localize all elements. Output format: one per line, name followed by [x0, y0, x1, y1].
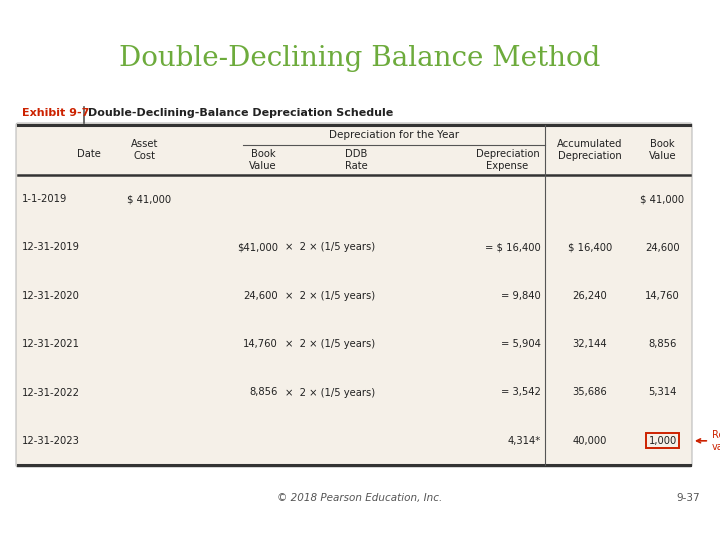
Text: DDB
Rate: DDB Rate	[345, 149, 368, 171]
Text: 1-1-2019: 1-1-2019	[22, 194, 68, 204]
Text: 4,314*: 4,314*	[508, 436, 541, 446]
Text: ×  2 × (1/5 years): × 2 × (1/5 years)	[285, 291, 375, 301]
Text: 9-37: 9-37	[676, 493, 700, 503]
Text: 26,240: 26,240	[572, 291, 608, 301]
Text: 14,760: 14,760	[243, 339, 278, 349]
Text: Double-Declining-Balance Depreciation Schedule: Double-Declining-Balance Depreciation Sc…	[88, 108, 393, 118]
Text: 35,686: 35,686	[572, 388, 608, 397]
Text: Accumulated
Depreciation: Accumulated Depreciation	[557, 139, 623, 161]
Text: © 2018 Pearson Education, Inc.: © 2018 Pearson Education, Inc.	[277, 493, 443, 503]
Text: Asset
Cost: Asset Cost	[131, 139, 158, 161]
Text: = 3,542: = 3,542	[501, 388, 541, 397]
Text: Depreciation for the Year: Depreciation for the Year	[329, 130, 459, 140]
Text: 40,000: 40,000	[573, 436, 607, 446]
FancyBboxPatch shape	[16, 123, 692, 467]
Text: 5,314: 5,314	[648, 388, 677, 397]
Text: 1,000: 1,000	[649, 436, 677, 446]
Text: ×  2 × (1/5 years): × 2 × (1/5 years)	[285, 242, 375, 253]
Text: 8,856: 8,856	[648, 339, 677, 349]
Text: 8,856: 8,856	[250, 388, 278, 397]
Text: $41,000: $41,000	[237, 242, 278, 253]
Text: Date: Date	[76, 149, 100, 159]
Text: 24,600: 24,600	[243, 291, 278, 301]
Text: 32,144: 32,144	[572, 339, 607, 349]
Text: Residual
value: Residual value	[697, 430, 720, 451]
Text: 12-31-2019: 12-31-2019	[22, 242, 80, 253]
Text: 12-31-2022: 12-31-2022	[22, 388, 80, 397]
Text: Double-Declining Balance Method: Double-Declining Balance Method	[120, 45, 600, 72]
Text: $ 41,000: $ 41,000	[127, 194, 171, 204]
Text: Depreciation
Expense: Depreciation Expense	[476, 149, 539, 171]
Text: 14,760: 14,760	[645, 291, 680, 301]
Text: = 5,904: = 5,904	[501, 339, 541, 349]
Text: Book
Value: Book Value	[649, 139, 676, 161]
Text: $ 16,400: $ 16,400	[568, 242, 612, 253]
Text: 12-31-2023: 12-31-2023	[22, 436, 80, 446]
Text: = 9,840: = 9,840	[501, 291, 541, 301]
Text: 12-31-2021: 12-31-2021	[22, 339, 80, 349]
Text: 24,600: 24,600	[645, 242, 680, 253]
Text: ×  2 × (1/5 years): × 2 × (1/5 years)	[285, 388, 375, 397]
Text: 12-31-2020: 12-31-2020	[22, 291, 80, 301]
Text: = $ 16,400: = $ 16,400	[485, 242, 541, 253]
Text: Book
Value: Book Value	[249, 149, 276, 171]
Text: $ 41,000: $ 41,000	[640, 194, 685, 204]
Text: Exhibit 9-7: Exhibit 9-7	[22, 108, 89, 118]
Text: ×  2 × (1/5 years): × 2 × (1/5 years)	[285, 339, 375, 349]
